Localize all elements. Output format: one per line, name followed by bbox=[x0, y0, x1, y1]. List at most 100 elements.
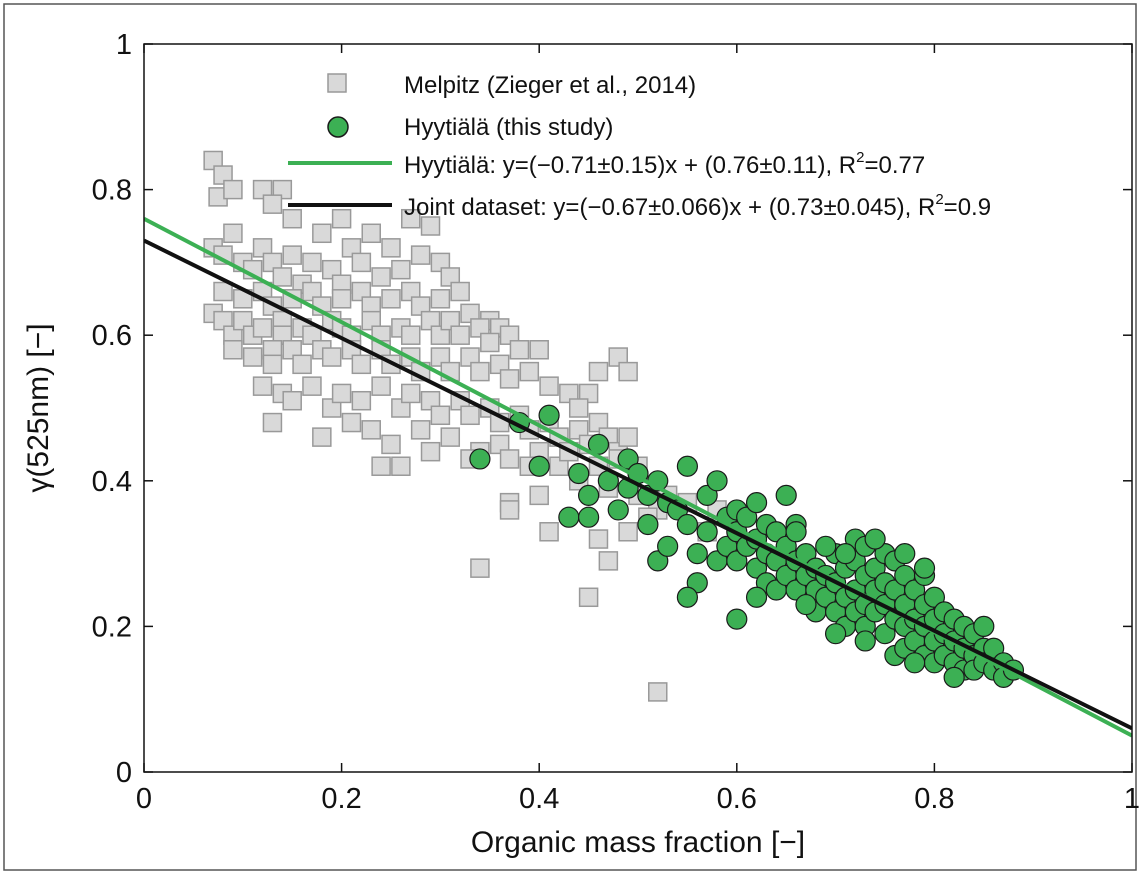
melpitz-point bbox=[450, 325, 470, 345]
hyytiala-point bbox=[864, 528, 886, 550]
legend: Melpitz (Zieger et al., 2014) Hyytiälä (… bbox=[288, 72, 991, 221]
y-tick-label: 0.6 bbox=[92, 320, 132, 352]
melpitz-point bbox=[588, 361, 609, 382]
melpitz-point bbox=[410, 420, 431, 440]
hyytiala-point bbox=[577, 506, 600, 528]
hyytiala-point bbox=[745, 586, 768, 608]
melpitz-point bbox=[499, 325, 520, 345]
melpitz-point bbox=[578, 587, 599, 608]
hyytiala-point bbox=[824, 623, 847, 645]
hyytiala-point bbox=[864, 557, 886, 579]
plot-frame bbox=[143, 43, 1133, 773]
melpitz-point bbox=[598, 551, 619, 571]
melpitz-point bbox=[608, 347, 628, 367]
melpitz-point bbox=[391, 456, 411, 476]
melpitz-point bbox=[410, 296, 431, 316]
melpitz-point bbox=[272, 179, 293, 200]
x-tick-label: 0.6 bbox=[717, 783, 757, 815]
melpitz-point bbox=[509, 340, 530, 360]
legend-label-hyytiala-fit-main: Hyytiälä: y=(−0.71±0.15)x + (0.76±0.11),… bbox=[404, 152, 856, 179]
y-tick-label: 0.8 bbox=[92, 175, 132, 207]
legend-label-melpitz: Melpitz (Zieger et al., 2014) bbox=[404, 72, 696, 99]
melpitz-point bbox=[292, 354, 312, 375]
melpitz-point bbox=[450, 281, 470, 302]
melpitz-point bbox=[480, 332, 500, 353]
y-tick-label: 1 bbox=[116, 29, 132, 61]
legend-label-joint-fit-sup: 2 bbox=[935, 191, 943, 208]
fit-lines bbox=[144, 216, 1132, 738]
melpitz-point bbox=[489, 434, 510, 455]
hyytiala-point bbox=[706, 470, 728, 492]
legend-marker-hyytiala bbox=[327, 116, 349, 138]
hyytiala-point bbox=[913, 557, 936, 579]
hyytiala-point bbox=[834, 542, 857, 565]
hyytiala-point bbox=[874, 623, 896, 645]
melpitz-point bbox=[401, 383, 421, 404]
hyytiala-point bbox=[686, 572, 708, 594]
x-tick-label: 0.8 bbox=[914, 783, 954, 815]
melpitz-point bbox=[539, 376, 559, 396]
melpitz-point bbox=[410, 245, 431, 265]
hyytiala-point bbox=[943, 666, 965, 688]
melpitz-point bbox=[430, 252, 451, 273]
hyytiala-point bbox=[775, 484, 797, 506]
melpitz-series bbox=[203, 150, 727, 702]
melpitz-point bbox=[499, 449, 520, 469]
melpitz-point bbox=[618, 361, 638, 382]
melpitz-point bbox=[213, 165, 233, 185]
plot-area bbox=[144, 150, 1132, 738]
hyytiala-point bbox=[676, 455, 699, 477]
melpitz-point bbox=[470, 558, 490, 578]
y-tick-label: 0.4 bbox=[92, 466, 132, 498]
melpitz-point bbox=[371, 267, 391, 287]
hyytiala-point bbox=[676, 586, 699, 608]
melpitz-point bbox=[361, 420, 381, 440]
hyytiala-point bbox=[696, 521, 718, 543]
hyytiala-point bbox=[973, 615, 995, 638]
hyytiala-point bbox=[696, 484, 718, 506]
melpitz-point bbox=[588, 412, 609, 433]
hyytiala-point bbox=[815, 535, 837, 557]
hyytiala-point bbox=[923, 586, 946, 608]
melpitz-point bbox=[529, 485, 549, 506]
melpitz-point bbox=[440, 267, 461, 287]
melpitz-point bbox=[588, 529, 609, 549]
melpitz-point bbox=[381, 289, 401, 309]
melpitz-point bbox=[341, 412, 362, 433]
melpitz-point bbox=[559, 383, 579, 404]
melpitz-point bbox=[351, 281, 372, 302]
melpitz-point bbox=[430, 347, 451, 367]
fit-line-joint bbox=[144, 238, 1132, 731]
melpitz-point bbox=[223, 340, 243, 360]
x-tick-label: 1 bbox=[1124, 783, 1140, 815]
melpitz-point bbox=[578, 383, 599, 404]
melpitz-point bbox=[430, 405, 451, 426]
melpitz-point bbox=[302, 325, 322, 345]
melpitz-point bbox=[252, 179, 273, 200]
melpitz-point bbox=[371, 376, 391, 396]
hyytiala-point bbox=[657, 535, 679, 557]
hyytiala-point bbox=[568, 462, 590, 485]
melpitz-point bbox=[391, 398, 411, 418]
legend-label-hyytiala-fit-tail: =0.77 bbox=[864, 152, 925, 179]
melpitz-point bbox=[341, 238, 362, 258]
melpitz-point bbox=[618, 427, 638, 447]
melpitz-point bbox=[460, 405, 480, 426]
melpitz-point bbox=[262, 412, 283, 433]
hyytiala-point bbox=[785, 521, 807, 543]
melpitz-point bbox=[321, 259, 342, 280]
hyytiala-point bbox=[726, 608, 748, 630]
melpitz-point bbox=[302, 252, 322, 273]
melpitz-point bbox=[381, 434, 401, 455]
hyytiala-point bbox=[577, 484, 600, 506]
melpitz-point bbox=[203, 150, 223, 171]
melpitz-point bbox=[361, 310, 381, 331]
melpitz-point bbox=[401, 281, 421, 302]
melpitz-point bbox=[420, 441, 441, 462]
x-tick-label: 0 bbox=[136, 783, 152, 815]
melpitz-point bbox=[223, 223, 243, 244]
hyytiala-point bbox=[538, 404, 560, 426]
melpitz-point bbox=[223, 179, 243, 200]
melpitz-point bbox=[460, 347, 480, 367]
